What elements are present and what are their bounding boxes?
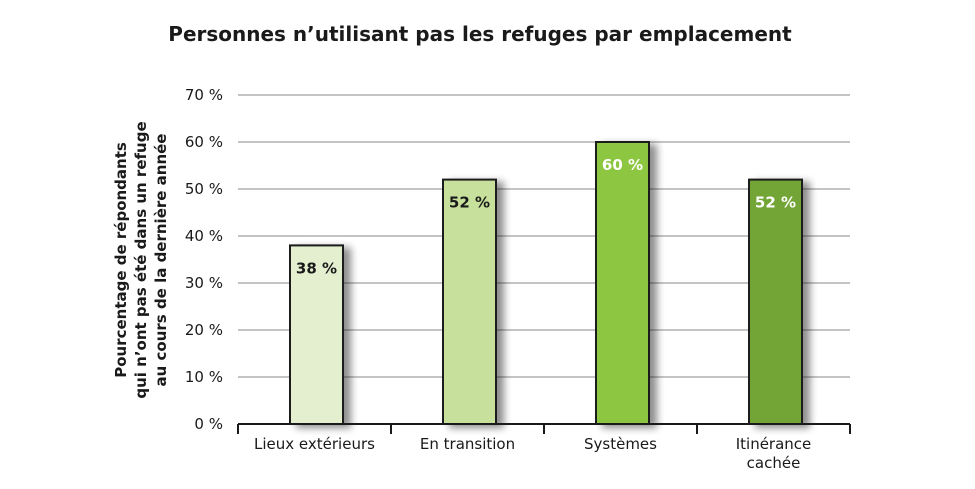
chart-title: Personnes n’utilisant pas les refuges pa… [168, 22, 792, 46]
bar-value-label: 52 % [449, 194, 490, 212]
bars: 38 % 52 % 60 % 52 % [289, 141, 803, 425]
y-tick-label: 70 % [185, 86, 223, 104]
y-tick-label: 50 % [185, 180, 223, 198]
y-axis-title-group: Pourcentage de répondants qui n’ont pas é… [112, 121, 170, 398]
bar-value-label: 38 % [296, 259, 337, 277]
bar [289, 244, 344, 425]
y-axis-ticks: 0 % 10 % 20 % 30 % 40 % 50 % 60 % 70 % [185, 86, 223, 433]
bar-value-label: 52 % [755, 194, 796, 212]
x-category-label: En transition [420, 435, 515, 453]
bar [748, 178, 803, 425]
x-category-label: Systèmes [584, 435, 657, 453]
x-axis: Lieux extérieurs En transition Systèmes Iti… [237, 423, 851, 472]
bar [442, 178, 497, 425]
y-tick-label: 10 % [185, 368, 223, 386]
x-category-label: Itinérance [736, 435, 812, 453]
y-axis-title-line: Pourcentage de répondants [112, 142, 130, 378]
x-category-label: Lieux extérieurs [254, 435, 375, 453]
y-tick-label: 40 % [185, 227, 223, 245]
y-axis-title-line: au cours de la dernière année [152, 134, 170, 387]
bar [595, 141, 650, 425]
y-axis-title-line: qui n’ont pas été dans un refuge [132, 121, 150, 398]
y-axis-title: Pourcentage de répondants qui n’ont pas é… [112, 121, 170, 398]
y-tick-label: 0 % [194, 415, 223, 433]
y-tick-label: 20 % [185, 321, 223, 339]
y-tick-label: 30 % [185, 274, 223, 292]
y-tick-label: 60 % [185, 133, 223, 151]
bar-value-label: 60 % [602, 156, 643, 174]
x-category-label: cachée [747, 454, 801, 472]
